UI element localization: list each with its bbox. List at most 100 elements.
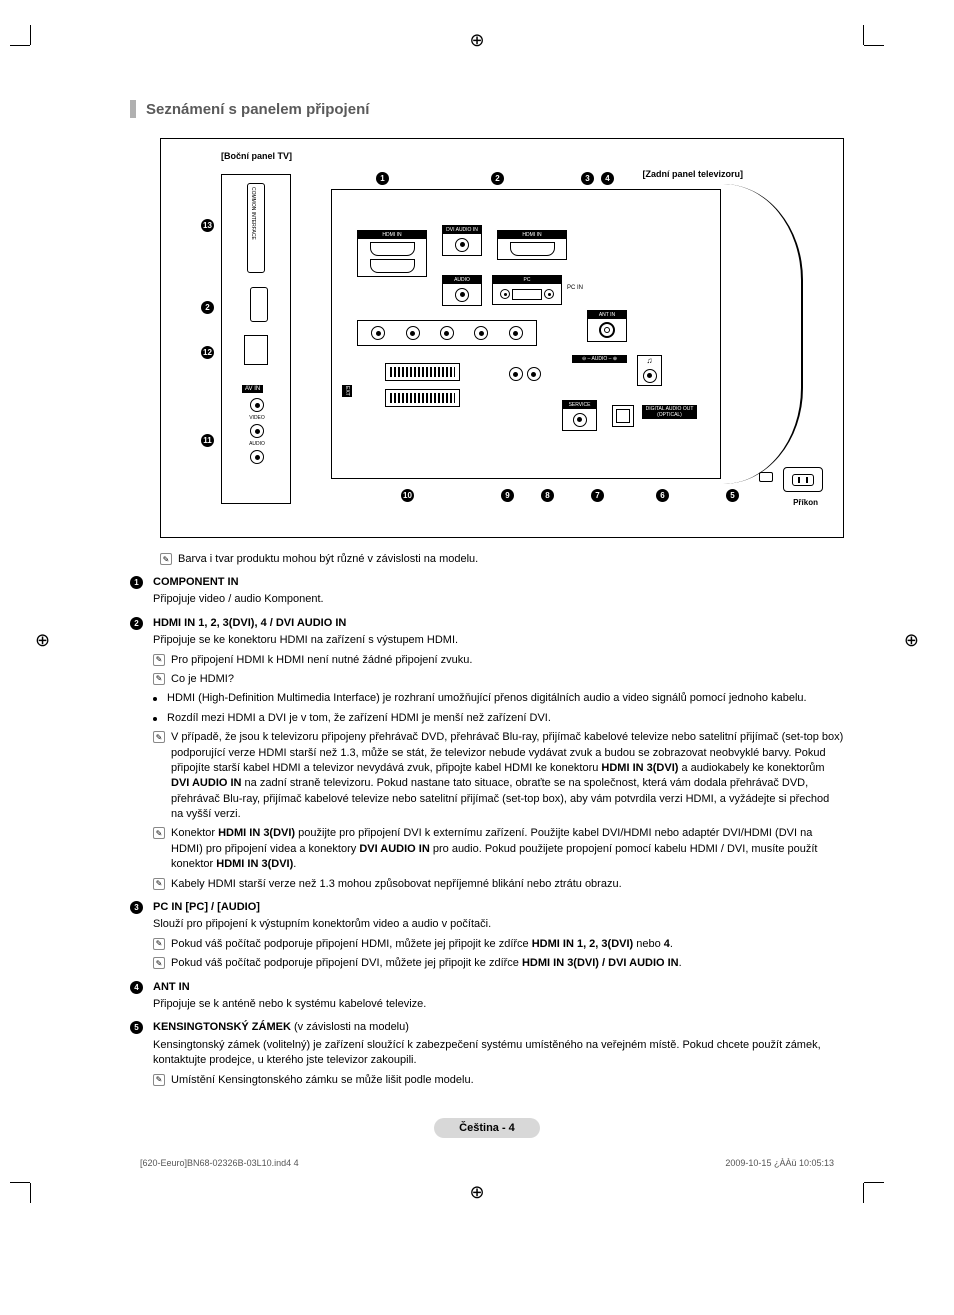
item-desc: Připojuje se ke konektoru HDMI na zaříze… bbox=[153, 633, 844, 648]
sub-note: ✎Pokud váš počítač podporuje připojení D… bbox=[153, 956, 844, 971]
item-number: 2 bbox=[130, 617, 143, 630]
note-text: V případě, že jsou k televizoru připojen… bbox=[171, 730, 844, 822]
pc-in-label: PC IN bbox=[567, 285, 583, 291]
item-2: 2 HDMI IN 1, 2, 3(DVI), 4 / DVI AUDIO IN P… bbox=[130, 616, 844, 892]
note-icon: ✎ bbox=[153, 731, 165, 743]
note-text: Kabely HDMI starší verze než 1.3 mohou z… bbox=[171, 877, 844, 892]
note-text: Pro připojení HDMI k HDMI není nutné žád… bbox=[171, 653, 844, 668]
power-plug-icon bbox=[783, 467, 823, 492]
item-body: KENSINGTONSKÝ ZÁMEK (v závislosti na mod… bbox=[153, 1020, 844, 1088]
section-bar-icon bbox=[130, 100, 136, 118]
crop-mark bbox=[10, 1182, 30, 1183]
power-label: Příkon bbox=[793, 498, 818, 507]
rear-panel-outline: HDMI IN DVI AUDIO IN HDMI IN AUDIO PC bbox=[331, 189, 721, 479]
note-icon: ✎ bbox=[153, 654, 165, 666]
item-desc: Připojuje video / audio Komponent. bbox=[153, 592, 844, 607]
item-number: 3 bbox=[130, 901, 143, 914]
kensington-slot-icon bbox=[759, 472, 773, 482]
item-desc: Připojuje se k anténě nebo k systému kab… bbox=[153, 997, 844, 1012]
section-header: Seznámení s panelem připojení bbox=[130, 100, 844, 118]
print-timestamp: 2009-10-15 ¿ÀÀü 10:05:13 bbox=[725, 1158, 834, 1168]
item-body: HDMI IN 1, 2, 3(DVI), 4 / DVI AUDIO IN Př… bbox=[153, 616, 844, 892]
item-1: 1COMPONENT INPřipojuje video / audio Kom… bbox=[130, 575, 844, 608]
item-title: KENSINGTONSKÝ ZÁMEK bbox=[153, 1021, 291, 1033]
registration-mark-icon: ⊕ bbox=[469, 30, 484, 51]
hdmi-in-group: HDMI IN bbox=[357, 230, 427, 277]
sub-note: ✎Pokud váš počítač podporuje připojení H… bbox=[153, 937, 844, 952]
item-3: 3 PC IN [PC] / [AUDIO] Slouží pro připojen… bbox=[130, 900, 844, 972]
note-text: HDMI (High-Definition Multimedia Interfa… bbox=[167, 691, 844, 706]
hdmi-side-port bbox=[244, 335, 268, 365]
note-text: Konektor HDMI IN 3(DVI) použijte pro při… bbox=[171, 826, 844, 872]
note-text: Pokud váš počítač podporuje připojení DV… bbox=[171, 956, 844, 971]
connection-diagram: [Boční panel TV] [Zadní panel televizoru… bbox=[160, 138, 844, 538]
note-icon: ✎ bbox=[153, 878, 165, 890]
pc-in: PC bbox=[492, 275, 562, 305]
item-body: PC IN [PC] / [AUDIO] Slouží pro připojení… bbox=[153, 900, 844, 972]
crop-mark bbox=[30, 1183, 31, 1203]
sub-note: ✎ Kabely HDMI starší verze než 1.3 mohou … bbox=[153, 877, 844, 892]
intro-note: ✎ Barva i tvar produktu mohou být různé … bbox=[160, 553, 844, 565]
callout-7: 7 bbox=[591, 489, 604, 502]
item-number: 4 bbox=[130, 981, 143, 994]
ext-label: EXT bbox=[342, 385, 354, 397]
note-icon: ✎ bbox=[153, 827, 165, 839]
av-in-group: AV IN VIDEO AUDIO bbox=[242, 377, 272, 487]
sub-note: ✎ Konektor HDMI IN 3(DVI) použijte pro př… bbox=[153, 826, 844, 872]
headphone-jack: ♫ bbox=[637, 355, 662, 386]
callout-8: 8 bbox=[541, 489, 554, 502]
audio-out-2: ⊖ – AUDIO – ⊕ bbox=[572, 355, 627, 363]
callout-1: 1 bbox=[376, 172, 389, 185]
video-jack bbox=[250, 398, 264, 412]
item-title: COMPONENT IN bbox=[153, 576, 239, 588]
page-footer: Čeština - 4 bbox=[130, 1118, 844, 1138]
side-panel-outline: COMMON INTERFACE AV IN VIDEO AUDIO bbox=[221, 174, 291, 504]
bullet-icon bbox=[153, 697, 157, 701]
sub-note: ✎ V případě, že jsou k televizoru připoje… bbox=[153, 730, 844, 822]
crop-mark bbox=[864, 1182, 884, 1183]
optical-label: DIGITAL AUDIO OUT (OPTICAL) bbox=[642, 405, 697, 419]
tv-curve-outline bbox=[723, 184, 803, 484]
item-body: ANT INPřipojuje se k anténě nebo k systé… bbox=[153, 980, 844, 1013]
side-panel-label: [Boční panel TV] bbox=[221, 151, 292, 161]
note-text: Rozdíl mezi HDMI a DVI je v tom, že zaří… bbox=[167, 711, 844, 726]
callout-6: 6 bbox=[656, 489, 669, 502]
pc-audio: AUDIO bbox=[442, 275, 482, 306]
item-5: 5 KENSINGTONSKÝ ZÁMEK (v závislosti na mo… bbox=[130, 1020, 844, 1088]
item-title: PC IN [PC] / [AUDIO] bbox=[153, 901, 260, 913]
item-desc: Slouží pro připojení k výstupním konekto… bbox=[153, 917, 844, 932]
callout-4: 4 bbox=[601, 172, 614, 185]
item-number: 5 bbox=[130, 1021, 143, 1034]
note-text: Pokud váš počítač podporuje připojení HD… bbox=[171, 937, 844, 952]
hdmi-3-dvi: HDMI IN bbox=[497, 230, 567, 260]
callout-11: 11 bbox=[201, 434, 214, 447]
print-file-info: [620-Eeuro]BN68-02326B-03L10.ind4 4 bbox=[140, 1158, 299, 1168]
ext-scart-group bbox=[357, 360, 487, 415]
note-icon: ✎ bbox=[153, 673, 165, 685]
note-icon: ✎ bbox=[160, 553, 172, 565]
page-number: Čeština - 4 bbox=[434, 1118, 540, 1138]
registration-mark-icon: ⊕ bbox=[469, 1182, 484, 1203]
callout-12: 12 bbox=[201, 346, 214, 359]
crop-mark bbox=[863, 25, 864, 45]
callout-13: 13 bbox=[201, 219, 214, 232]
crop-mark bbox=[864, 45, 884, 46]
common-interface-slot: COMMON INTERFACE bbox=[247, 183, 265, 273]
section-title: Seznámení s panelem připojení bbox=[146, 101, 369, 118]
print-footer: [620-Eeuro]BN68-02326B-03L10.ind4 4 2009… bbox=[130, 1158, 844, 1168]
registration-mark-icon: ⊕ bbox=[35, 630, 50, 651]
crop-mark bbox=[30, 25, 31, 45]
audio-out bbox=[497, 365, 552, 383]
sub-note: ✎Umístění Kensingtonského zámku se může … bbox=[153, 1073, 844, 1088]
item-title: HDMI IN 1, 2, 3(DVI), 4 / DVI AUDIO IN bbox=[153, 617, 346, 629]
item-4: 4 ANT INPřipojuje se k anténě nebo k syst… bbox=[130, 980, 844, 1013]
item-title-suffix: (v závislosti na modelu) bbox=[291, 1021, 409, 1033]
page-content: Seznámení s panelem připojení [Boční pan… bbox=[0, 20, 954, 1208]
component-audio bbox=[357, 320, 537, 346]
ant-in: ANT IN bbox=[587, 310, 627, 342]
optical-out bbox=[612, 405, 634, 427]
sub-note: ✎ Pro připojení HDMI k HDMI není nutné žá… bbox=[153, 653, 844, 668]
bullet-note: HDMI (High-Definition Multimedia Interfa… bbox=[153, 691, 844, 706]
callout-2-top: 2 bbox=[491, 172, 504, 185]
registration-mark-icon: ⊕ bbox=[904, 630, 919, 651]
